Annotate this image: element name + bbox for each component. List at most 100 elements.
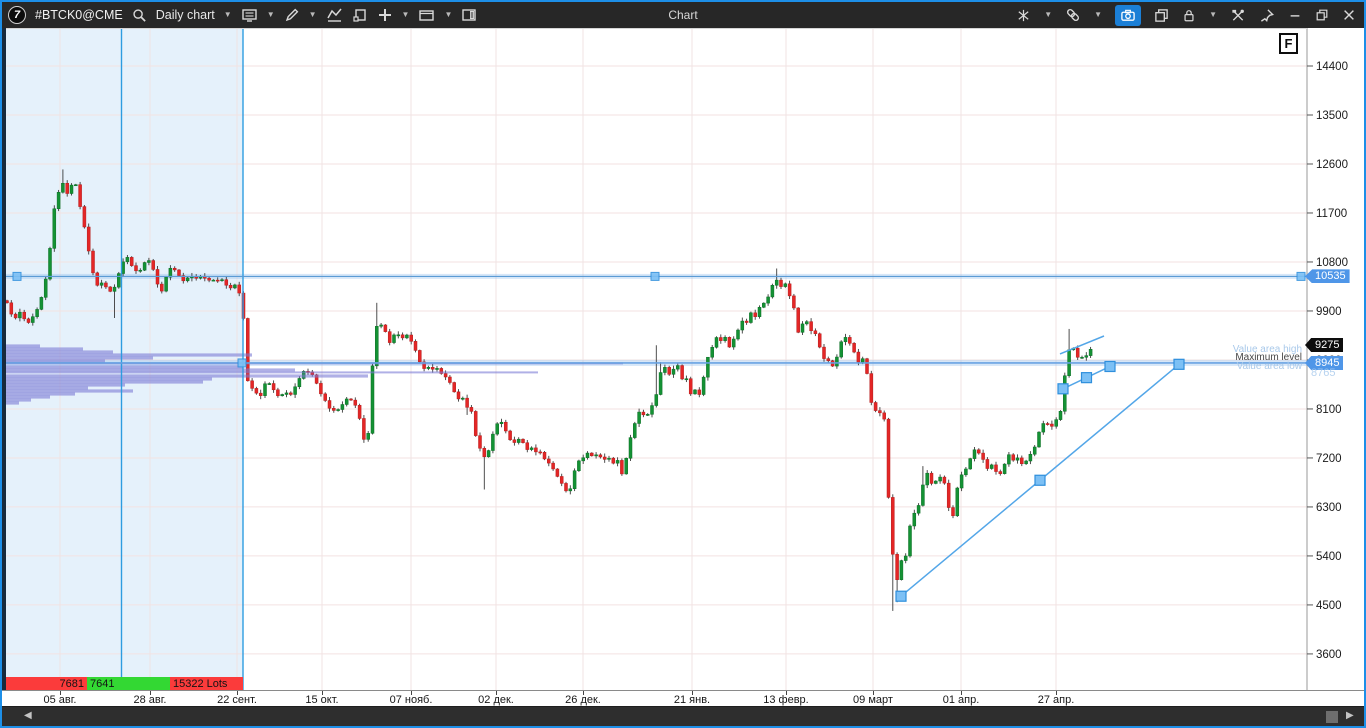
copy-icon[interactable] <box>1154 8 1169 23</box>
y-tick-label: 6300 <box>1316 502 1342 514</box>
link-icon[interactable] <box>1065 7 1081 23</box>
y-tick-label: 12600 <box>1316 159 1348 171</box>
pencil-icon[interactable] <box>284 7 300 23</box>
window-border-left <box>0 0 2 728</box>
volume-profile-row <box>5 392 75 396</box>
volume-profile-row <box>5 353 252 357</box>
x-tick-label: 13 февр. <box>763 694 809 706</box>
volume-profile-row <box>5 383 125 387</box>
x-tick <box>692 691 693 695</box>
trendline-handle[interactable] <box>1080 372 1093 384</box>
volume-profile-row <box>5 356 153 360</box>
volume-profile-row <box>5 368 295 372</box>
window-icon[interactable] <box>418 7 435 23</box>
volume-profile-row <box>5 389 133 393</box>
x-tick-label: 07 нояб. <box>389 694 433 706</box>
lock-icon[interactable] <box>1182 8 1196 23</box>
x-tick <box>873 691 874 695</box>
y-tick-label: 10800 <box>1316 257 1348 269</box>
horizontal-scrollbar[interactable]: ◀ ▶ <box>2 706 1364 726</box>
left-strip <box>2 28 6 690</box>
x-tick-label: 22 сент. <box>217 694 257 706</box>
line-handle[interactable] <box>12 271 22 281</box>
x-tick-label: 21 янв. <box>673 694 711 706</box>
scroll-thumb-button[interactable] <box>1326 711 1338 723</box>
objects-icon[interactable] <box>352 7 368 23</box>
app-logo-icon: 7 <box>8 6 26 24</box>
x-tick-label: 26 дек. <box>565 694 601 706</box>
y-tick-label: 3600 <box>1316 649 1342 661</box>
board-icon[interactable] <box>461 7 477 23</box>
x-tick <box>961 691 962 695</box>
date-axis[interactable]: 05 авг. 28 авг. 22 сент. 15 окт. 07 нояб. 02 … <box>2 690 1364 706</box>
trendline-handle[interactable] <box>895 590 907 602</box>
volume-profile-row <box>5 380 203 384</box>
window-border-right <box>1364 0 1366 728</box>
pencil-caret-icon[interactable]: ▼ <box>308 10 317 19</box>
x-tick <box>237 691 238 695</box>
candlestick-chart[interactable]: 14400 13500 12600 11700 10800 9900 9000 8100 720… <box>0 28 1366 690</box>
x-tick <box>411 691 412 695</box>
add-caret-icon[interactable]: ▼ <box>401 10 410 19</box>
volume-profile-row <box>5 359 105 363</box>
link-caret-icon[interactable]: ▼ <box>1094 10 1103 19</box>
crosshair-caret-icon[interactable]: ▼ <box>1044 10 1053 19</box>
close-icon[interactable] <box>1342 8 1356 22</box>
minimize-icon[interactable] <box>1288 8 1302 22</box>
x-tick <box>496 691 497 695</box>
tools-icon[interactable] <box>1230 8 1246 23</box>
x-tick-label: 02 дек. <box>478 694 514 706</box>
y-tick-label: 8100 <box>1316 404 1342 416</box>
restore-icon[interactable] <box>1315 8 1329 22</box>
y-tick-label: 7200 <box>1316 453 1342 465</box>
volume-profile-row <box>5 371 538 374</box>
scroll-right-icon[interactable]: ▶ <box>1346 710 1354 721</box>
templates-icon[interactable] <box>241 7 258 23</box>
x-tick <box>322 691 323 695</box>
trend-line[interactable] <box>1059 335 1105 355</box>
volume-profile-row <box>5 377 212 381</box>
trendline-handle[interactable] <box>1034 474 1046 486</box>
trendline-handle[interactable] <box>1173 358 1185 370</box>
y-tick-label: 5400 <box>1316 551 1342 563</box>
scroll-left-icon[interactable]: ◀ <box>24 710 32 721</box>
x-tick <box>583 691 584 695</box>
volume-profile-row <box>5 365 243 369</box>
volume-profile-row <box>5 344 40 348</box>
y-tick-label: 14400 <box>1316 61 1348 73</box>
y-tick-label: 13500 <box>1316 110 1348 122</box>
y-tick-label: 4500 <box>1316 600 1342 612</box>
trendline-handle[interactable] <box>1104 360 1116 373</box>
crosshair-icon[interactable] <box>1016 8 1031 23</box>
window-caret-icon[interactable]: ▼ <box>444 10 453 19</box>
timeframe-caret-icon[interactable]: ▼ <box>223 10 232 19</box>
window-title: Chart <box>668 8 698 22</box>
line-handle[interactable] <box>650 271 660 281</box>
x-tick-label: 15 окт. <box>305 694 339 706</box>
y-tick-label: 9900 <box>1316 306 1342 318</box>
window-border-top <box>0 0 1366 2</box>
templates-caret-icon[interactable]: ▼ <box>266 10 275 19</box>
line-handle[interactable] <box>237 358 247 368</box>
y-tick-label: 11700 <box>1316 208 1347 220</box>
camera-button[interactable] <box>1115 4 1142 26</box>
lock-caret-icon[interactable]: ▼ <box>1209 10 1217 19</box>
line-handle[interactable] <box>1296 271 1306 281</box>
volume-profile-row <box>5 401 19 405</box>
volume-profile-row <box>5 395 50 399</box>
add-icon[interactable] <box>377 7 393 23</box>
x-tick-label: 09 март <box>853 694 893 706</box>
search-icon[interactable] <box>132 8 147 23</box>
x-tick-label: 27 апр. <box>1037 694 1075 706</box>
trendline-handle[interactable] <box>1057 383 1069 395</box>
volume-profile-row <box>5 374 368 378</box>
x-tick <box>1056 691 1057 695</box>
volume-profile-row <box>5 350 113 354</box>
symbol-label[interactable]: #BTCK0@CME <box>35 8 123 22</box>
timeframe-selector[interactable]: Daily chart <box>155 8 215 22</box>
indicator-line-icon[interactable] <box>326 7 343 23</box>
window-border-bottom <box>0 726 1366 728</box>
fullscreen-button[interactable]: F <box>1279 33 1298 54</box>
x-tick-label: 05 авг. <box>43 694 77 706</box>
pin-icon[interactable] <box>1259 8 1275 23</box>
